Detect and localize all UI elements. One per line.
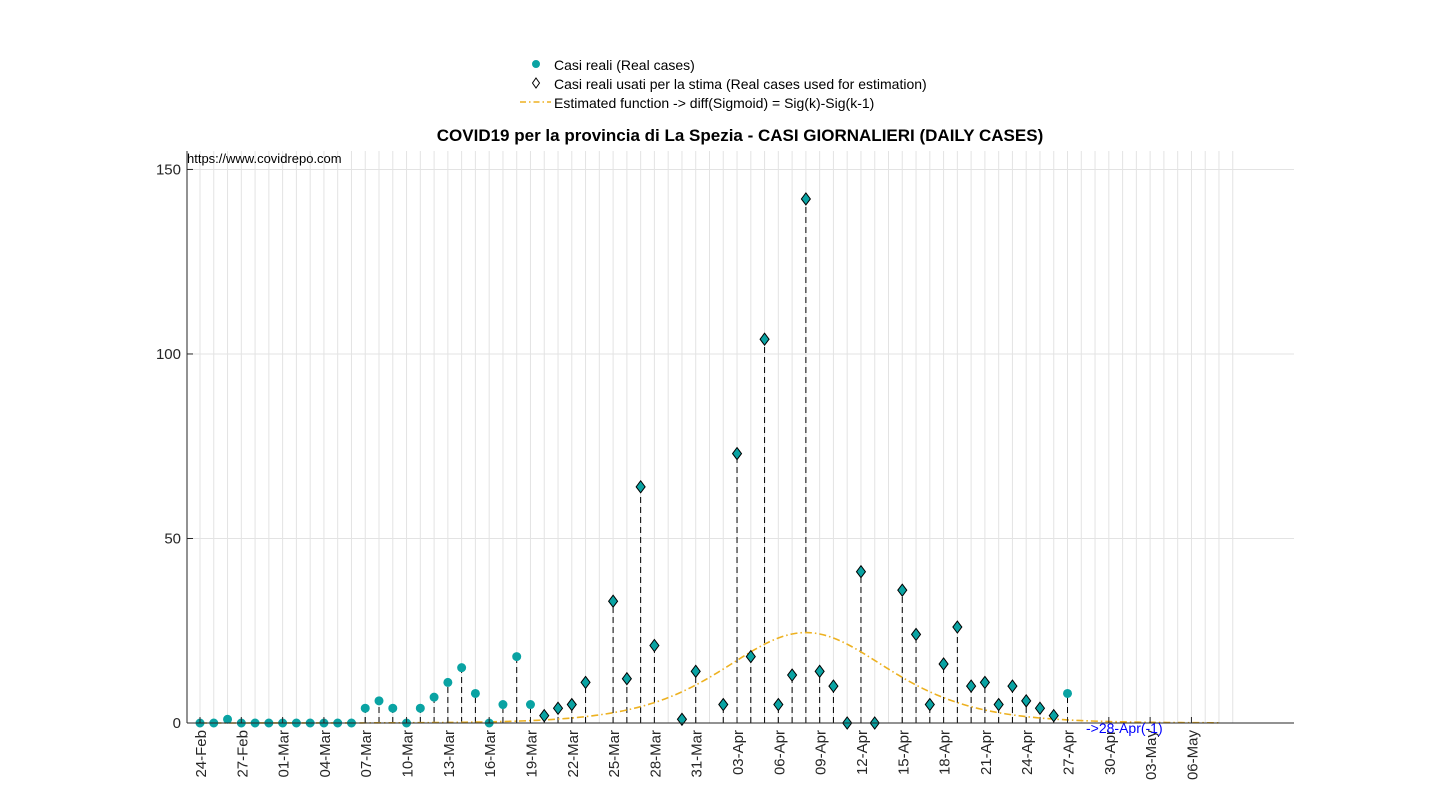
legend-label-used-cases: Casi reali usati per la stima (Real case… <box>554 76 927 92</box>
projection-annotation: ->28-Apr(-1) <box>1086 720 1163 736</box>
x-tick-label: 28-Mar <box>647 730 664 778</box>
x-tick-label: 27-Feb <box>234 730 251 778</box>
x-tick-label: 16-Mar <box>482 730 499 778</box>
data-point-used <box>952 620 963 634</box>
labels: COVID19 per la provincia di La Spezia - … <box>187 126 1163 736</box>
data-point-used <box>1007 679 1018 693</box>
data-point-real <box>470 688 480 698</box>
y-tick-label: 50 <box>164 530 181 547</box>
data-point-used <box>773 697 784 712</box>
legend: Casi reali (Real cases) Casi reali usati… <box>520 57 927 111</box>
legend-marker-circle <box>532 60 540 68</box>
stems <box>227 198 1069 723</box>
data-point-real <box>415 703 425 713</box>
markers <box>195 192 1073 730</box>
x-tick-label: 21-Apr <box>978 730 995 775</box>
data-point-used <box>580 675 591 690</box>
data-point-used <box>965 679 977 693</box>
data-point-used <box>800 192 812 206</box>
data-point-real <box>223 714 233 724</box>
data-point-used <box>897 583 908 597</box>
x-tick-label: 01-Mar <box>276 730 293 778</box>
data-point-used <box>718 697 729 712</box>
data-point-used <box>676 712 688 727</box>
x-tick-label: 24-Apr <box>1019 730 1036 775</box>
x-tick-label: 03-Apr <box>730 730 747 775</box>
data-point-used <box>855 564 867 579</box>
x-tick-label: 22-Mar <box>565 730 582 778</box>
axes: 0 50 100 150 24-Feb 27-Feb 01-Mar 04-Mar 07-Mar 1… <box>156 151 1294 780</box>
x-tick-label: 03-May <box>1143 730 1160 781</box>
data-point-used <box>786 668 798 682</box>
data-point-used <box>938 657 949 671</box>
data-point-used <box>1048 708 1059 723</box>
x-tick-label: 19-Mar <box>523 730 540 778</box>
data-point-used <box>731 446 743 461</box>
x-tick-label: 15-Apr <box>895 730 912 775</box>
data-point-real <box>374 696 384 706</box>
grid <box>187 151 1294 724</box>
x-tick-label: 31-Mar <box>689 730 706 778</box>
data-point-real <box>512 652 522 662</box>
data-point-used <box>993 697 1004 712</box>
data-point-used <box>745 649 756 664</box>
y-tick-label: 100 <box>156 346 181 363</box>
data-point-real <box>525 700 535 710</box>
data-point-used <box>552 701 564 716</box>
data-point-used <box>539 708 550 723</box>
x-tick-label: 13-Mar <box>441 730 458 778</box>
data-point-real <box>443 677 453 687</box>
data-point-used <box>635 479 646 494</box>
x-tick-label: 09-Apr <box>813 730 830 775</box>
x-tick-label: 06-Apr <box>771 730 788 775</box>
y-tick-label: 150 <box>156 161 181 178</box>
x-tick-label: 06-May <box>1184 730 1201 781</box>
x-tick-label: 18-Apr <box>937 730 954 775</box>
x-tick-label: 10-Mar <box>400 730 417 778</box>
x-tick-label: 07-Mar <box>358 730 375 778</box>
x-tick-label: 24-Feb <box>193 730 210 778</box>
x-tick-label: 04-Mar <box>317 730 334 778</box>
data-point-used <box>759 332 770 347</box>
data-point-used <box>690 664 701 679</box>
data-point-used <box>566 697 577 712</box>
data-point-real <box>360 703 370 713</box>
data-point-used <box>814 664 825 679</box>
data-point-used <box>924 697 935 712</box>
data-point-used <box>649 638 660 653</box>
legend-label-estimated: Estimated function -> diff(Sigmoid) = Si… <box>554 95 874 111</box>
data-point-used <box>979 675 991 690</box>
legend-marker-diamond <box>531 77 541 89</box>
data-point-used <box>1034 701 1046 716</box>
x-tick-label: 27-Apr <box>1061 730 1078 775</box>
x-tick-label: 30-Apr <box>1102 730 1119 775</box>
x-tick-label: 25-Mar <box>606 730 623 778</box>
data-point-real <box>429 692 439 702</box>
data-point-real <box>388 703 398 713</box>
legend-label-real-cases: Casi reali (Real cases) <box>554 57 695 73</box>
source-annotation: https://www.covidrepo.com <box>187 151 342 166</box>
data-point-used <box>828 679 839 693</box>
data-point-used <box>910 627 922 642</box>
data-point-used <box>1021 694 1032 708</box>
x-tick-label: 12-Apr <box>854 730 871 775</box>
data-point-real <box>457 663 467 673</box>
data-point-used <box>621 671 632 686</box>
y-tick-label: 0 <box>173 715 181 732</box>
chart-title: COVID19 per la provincia di La Spezia - … <box>437 126 1043 145</box>
data-point-real <box>498 700 508 710</box>
data-point-used <box>607 594 619 609</box>
data-point-real <box>1063 688 1073 698</box>
